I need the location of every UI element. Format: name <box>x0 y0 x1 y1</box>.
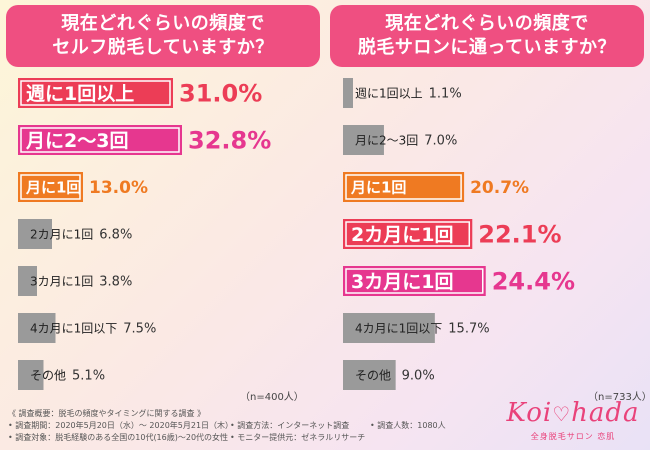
right-title-line1: 現在どれぐらいの頻度で <box>385 13 589 34</box>
category-label: 3カ月に1回 <box>30 274 93 288</box>
bar-group: 3カ月に1回 3.8% <box>18 266 132 296</box>
value-label: 24.4% <box>492 268 575 296</box>
value-label: 1.1% <box>429 87 462 102</box>
bar-inner-border <box>345 268 484 294</box>
bar <box>343 266 486 296</box>
value-label: 9.0% <box>402 369 435 384</box>
category-label: 月に1回 <box>350 178 406 196</box>
heart-icon: ♡ <box>552 402 572 426</box>
bar-group: その他 9.0% <box>343 360 435 390</box>
value-label: 22.1% <box>478 221 561 249</box>
bar <box>343 78 353 108</box>
bar-group: 月に2〜3回 7.0% <box>343 125 457 155</box>
footer-monitor: • モニター提供元：ゼネラルリサーチ <box>230 433 366 442</box>
value-label: 15.7% <box>448 322 489 337</box>
value-label: 31.0% <box>179 80 262 108</box>
bar-group: 週に1回以上 31.0% <box>18 78 262 108</box>
bar <box>18 78 173 108</box>
category-label: 月に2〜3回 <box>355 133 418 147</box>
bar-group: 月に2〜3回 32.8% <box>18 125 271 155</box>
logo-text-b: hada <box>571 398 640 428</box>
bar-inner-border <box>20 174 81 200</box>
left-title-line2: セルフ脱毛していますか？ <box>52 37 274 58</box>
bar-group: 2カ月に1回 22.1% <box>343 219 562 249</box>
bar <box>18 125 182 155</box>
bar <box>18 360 44 390</box>
right-n-label: （n=733人） <box>588 392 650 403</box>
footer-period: • 調査期間：2020年5月20日（水）〜 2020年5月21日（木） <box>8 421 234 430</box>
bar <box>18 266 37 296</box>
bar <box>343 360 396 390</box>
category-label: 4カ月に1回以下 <box>30 321 117 335</box>
koihada-logo: Koi♡hada 全身脱毛サロン 恋肌 <box>503 398 643 446</box>
bar-group: 4カ月に1回以下 15.7% <box>343 313 490 343</box>
left-chart-title: 現在どれぐらいの頻度で セルフ脱毛していますか？ <box>6 5 320 67</box>
footer-count: • 調査人数：1080人 <box>370 421 446 430</box>
bar <box>343 313 435 343</box>
bar <box>18 313 56 343</box>
right-chart-title: 現在どれぐらいの頻度で 脱毛サロンに通っていますか？ <box>330 5 644 67</box>
value-label: 7.0% <box>424 134 457 149</box>
bar-charts: 週に1回以上 31.0% 月に2〜3回 32.8% 月に1回 13.0% 2カ月に1回 6.8… <box>18 78 575 390</box>
logo-text-a: Koi <box>506 398 553 428</box>
value-label: 5.1% <box>72 369 105 384</box>
bar <box>343 172 465 202</box>
value-label: 20.7% <box>470 178 529 198</box>
logo-subtitle: 全身脱毛サロン 恋肌 <box>530 432 616 441</box>
bar-inner-border <box>20 80 171 106</box>
bar <box>343 219 473 249</box>
bar-inner-border <box>345 221 471 247</box>
value-label: 32.8% <box>188 127 271 155</box>
right-title-line2: 脱毛サロンに通っていますか？ <box>357 37 617 58</box>
value-label: 7.5% <box>123 322 156 337</box>
bar-group: 2カ月に1回 6.8% <box>18 219 132 249</box>
category-label: 4カ月に1回以下 <box>355 321 442 335</box>
category-label: その他 <box>30 368 66 382</box>
footer-method: • 調査方法：インターネット調査 <box>230 421 350 430</box>
category-label: 2カ月に1回 <box>351 224 453 246</box>
logo-wordmark: Koi♡hada <box>503 398 643 428</box>
bar-group: その他 5.1% <box>18 360 105 390</box>
category-label: 月に2〜3回 <box>25 130 128 152</box>
category-label: 3カ月に1回 <box>351 271 453 293</box>
bar-group: 月に1回 13.0% <box>18 172 148 202</box>
left-n-label: （n=400人） <box>240 392 304 403</box>
bar-inner-border <box>345 174 462 200</box>
category-label: 2カ月に1回 <box>30 227 93 241</box>
bar-group: 3カ月に1回 24.4% <box>343 266 575 296</box>
category-label: 週に1回以上 <box>26 83 134 105</box>
bar-group: 4カ月に1回以下 7.5% <box>18 313 156 343</box>
bar <box>343 125 384 155</box>
value-label: 3.8% <box>99 275 132 290</box>
value-label: 13.0% <box>89 178 148 198</box>
bar <box>18 219 52 249</box>
footer-heading: 《 調査概要：脱毛の頻度やタイミングに関する調査 》 <box>8 409 206 418</box>
bar <box>18 172 83 202</box>
survey-footer: 《 調査概要：脱毛の頻度やタイミングに関する調査 》 • 調査期間：2020年5… <box>8 408 488 444</box>
category-label: 週に1回以上 <box>355 86 423 100</box>
bar-group: 週に1回以上 1.1% <box>343 78 462 108</box>
left-title-line1: 現在どれぐらいの頻度で <box>61 13 265 34</box>
category-label: 月に1回 <box>25 178 81 196</box>
value-label: 6.8% <box>99 228 132 243</box>
category-label: その他 <box>355 368 391 382</box>
footer-target: • 調査対象：脱毛経験のある全国の10代(16歳)〜20代の女性 <box>8 433 229 442</box>
bar-inner-border <box>20 127 180 153</box>
bar-group: 月に1回 20.7% <box>343 172 529 202</box>
